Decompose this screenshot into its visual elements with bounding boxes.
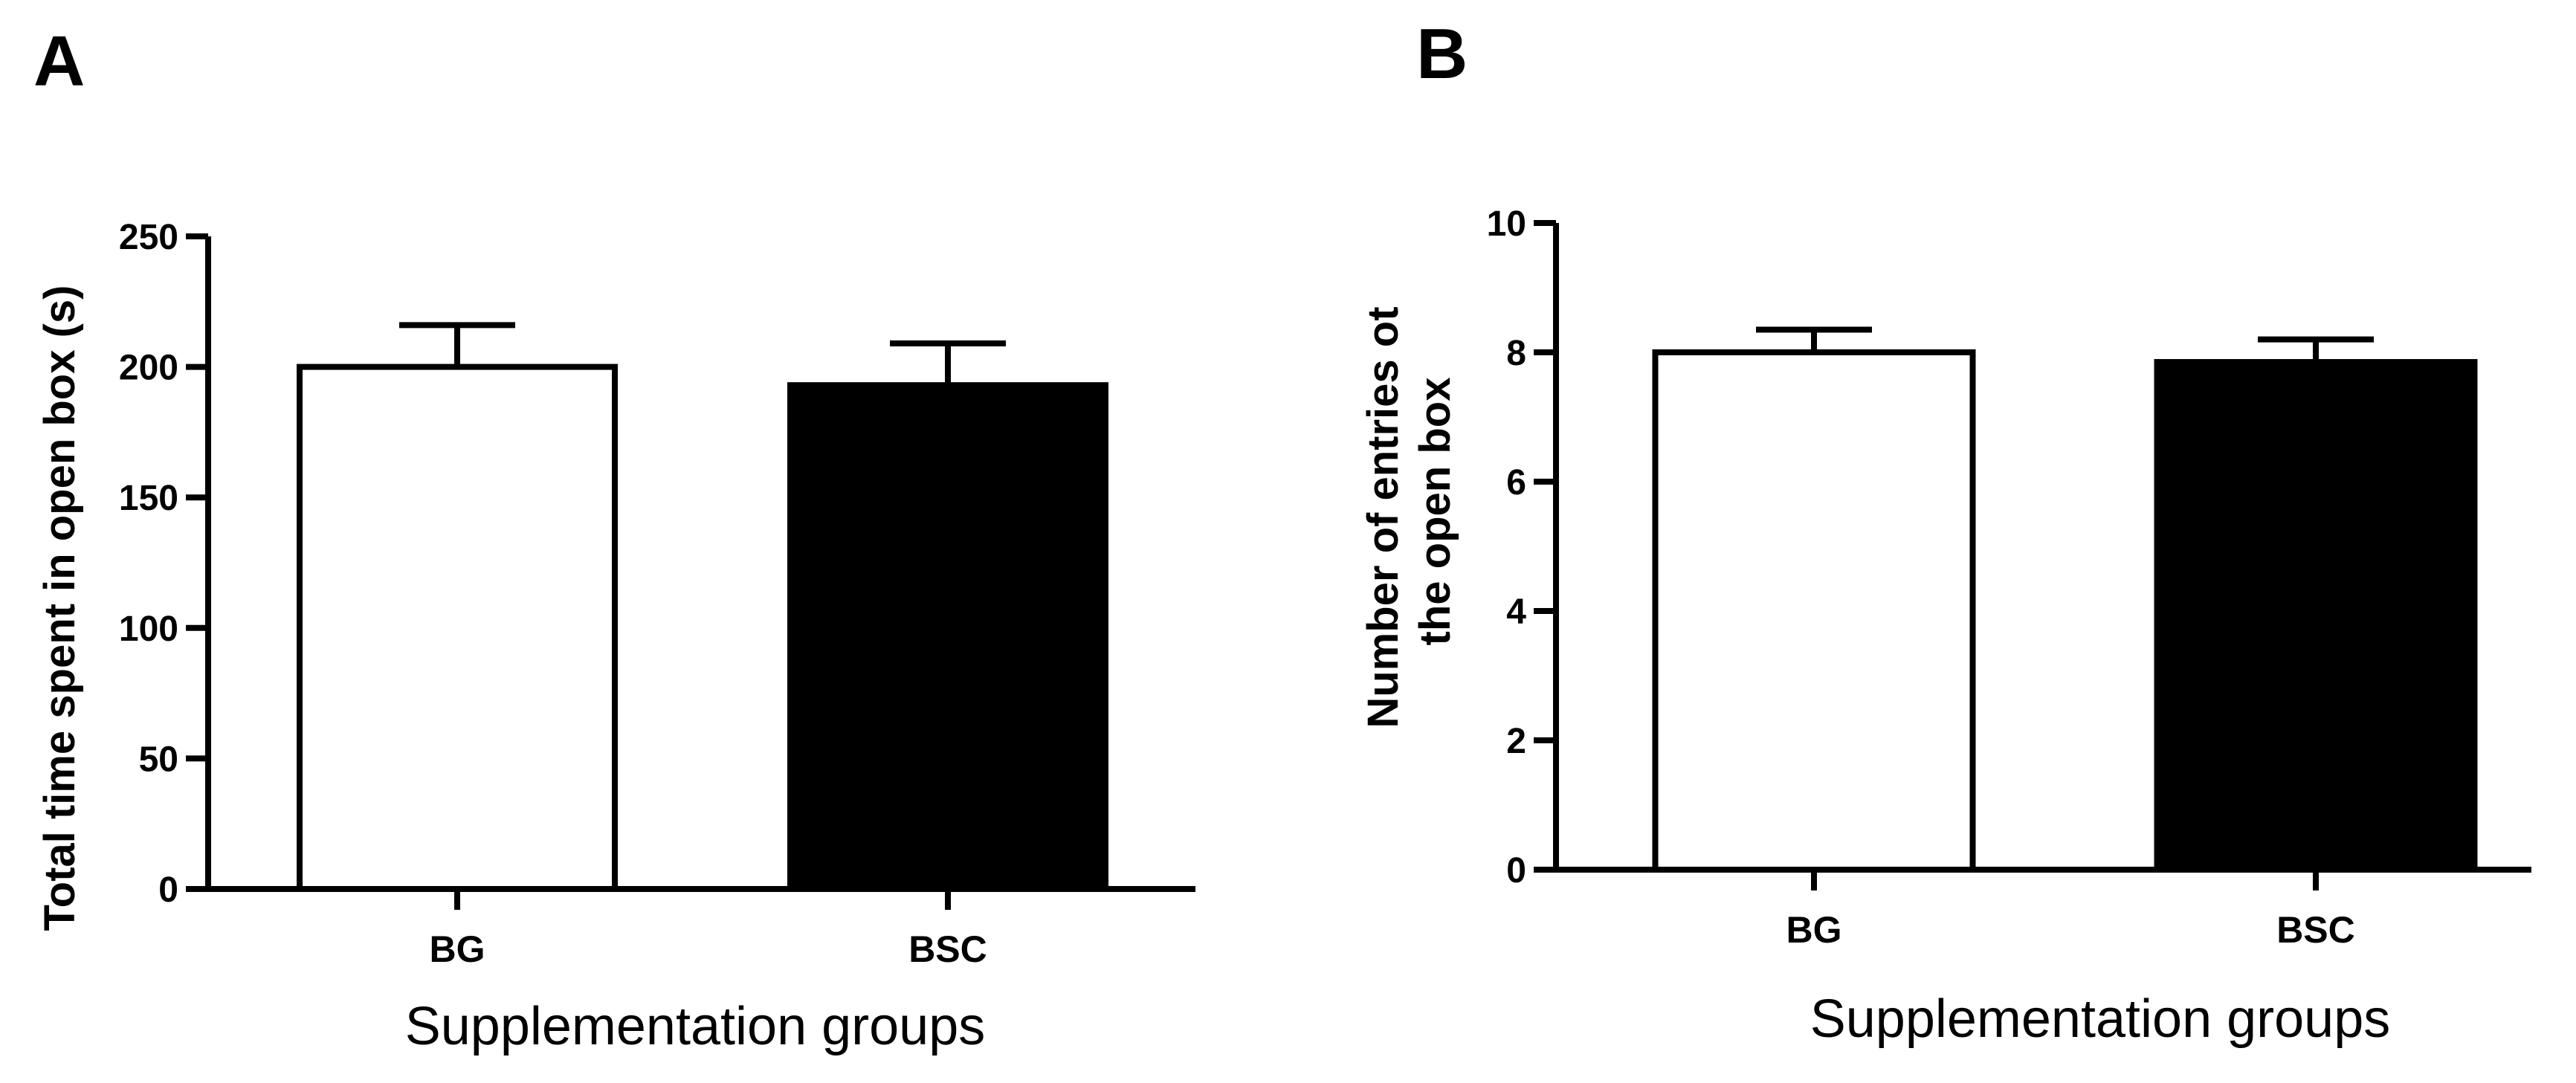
panel-b-ticks: 0 2 4 6 8 10 (1487, 204, 1556, 890)
panel-a-y-tick-label: 50 (139, 740, 178, 779)
panel-b-letter: B (1416, 14, 1468, 94)
panel-b-y-tick-label: 4 (1506, 592, 1526, 632)
panel-a-category-label-bg: BG (430, 928, 485, 970)
panel-a-y-tick-label: 150 (119, 479, 178, 518)
panel-b-category-label-bsc: BSC (2276, 909, 2355, 951)
panel-a-ticks: 0 50 100 150 200 250 (119, 218, 208, 910)
panel-a-y-tick-label: 100 (119, 610, 178, 649)
panel-a-y-tick-label: 0 (158, 870, 178, 910)
panel-a-bar-bg (297, 363, 618, 893)
panel-a-errorbar-bsc (890, 340, 1006, 386)
panel-b-y-tick-label: 0 (1506, 851, 1526, 890)
panel-a-axes (205, 236, 1195, 892)
panel-b-y-tick-label: 8 (1506, 334, 1526, 373)
panel-a-y-tick-label: 250 (119, 218, 178, 257)
panel-b-errorbar-bg (1756, 326, 1872, 352)
panel-b-y-tick-label: 10 (1487, 204, 1526, 244)
panel-a-bars (297, 322, 1108, 893)
panel-a-category-label-bsc: BSC (908, 928, 987, 970)
panel-a-y-axis-title: Total time spent in open box (s) (36, 285, 84, 931)
panel-b-errorbar-bsc (2258, 336, 2374, 363)
panel-a-bar-bsc (787, 382, 1108, 892)
panel-a-categories: BG BSC (430, 889, 987, 970)
panel-b-y-tick-label: 2 (1506, 722, 1526, 761)
panel-b-category-label-bg: BG (1786, 909, 1842, 951)
panel-b-y-axis-title-line-2: the open box (1411, 378, 1459, 646)
panel-b-categories: BG BSC (1786, 870, 2355, 951)
panel-a-y-tick-label: 200 (119, 349, 178, 388)
panel-a-letter: A (33, 22, 85, 101)
panel-a-errorbar-bg (399, 322, 515, 367)
panel-b: B 0 2 4 6 8 10 BG BSC Number of entries ot the… (1359, 14, 2531, 1049)
panel-b-bars (1652, 326, 2478, 873)
panel-a-x-axis-title: Supplementation groups (405, 997, 986, 1056)
panel-b-axes (1553, 223, 2531, 873)
panel-b-y-axis-title-line-1: Number of entries ot (1359, 306, 1407, 728)
panel-a: A 0 50 100 150 200 250 BG BSC Total time spent… (33, 22, 1195, 1056)
panel-b-y-axis-title: Number of entries ot the open box (1359, 294, 1459, 728)
panel-b-bar-bg (1652, 349, 1976, 873)
panel-b-x-axis-title: Supplementation groups (1810, 989, 2391, 1049)
panel-b-bar-bsc (2154, 359, 2478, 873)
panel-b-y-tick-label: 6 (1506, 463, 1526, 502)
